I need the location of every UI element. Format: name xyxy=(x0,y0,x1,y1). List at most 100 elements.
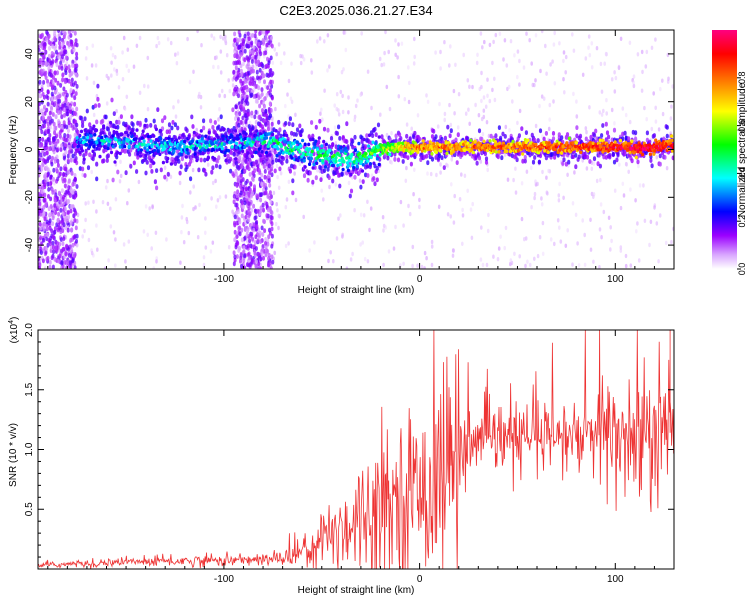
heatmap-speckle xyxy=(333,103,337,108)
heatmap-noise-cell xyxy=(75,51,79,57)
heatmap-ridge-cell xyxy=(324,142,328,147)
heatmap-halo-cell xyxy=(335,131,339,136)
heatmap-noise-cell xyxy=(54,210,58,216)
heatmap-speckle xyxy=(533,82,536,88)
heatmap-speckle xyxy=(604,51,608,57)
heatmap-noise-cell xyxy=(41,124,45,129)
heatmap-speckle xyxy=(485,120,489,125)
heatmap-noise-cell xyxy=(253,114,257,120)
heatmap-speckle xyxy=(334,182,338,187)
heatmap-speckle xyxy=(327,258,330,264)
heatmap-speckle xyxy=(598,110,602,115)
heatmap-halo-cell xyxy=(278,154,282,160)
heatmap-noise-cell xyxy=(46,255,50,261)
heatmap-ridge-cell xyxy=(109,120,113,125)
heatmap-noise-cell xyxy=(44,60,48,66)
heatmap-ridge-cell xyxy=(367,149,371,153)
heatmap-noise-cell xyxy=(246,61,250,67)
heatmap-speckle xyxy=(588,53,592,58)
heatmap-noise-cell xyxy=(251,177,255,183)
heatmap-speckle xyxy=(546,191,549,196)
heatmap-speckle xyxy=(277,213,281,218)
heatmap-ridge-cell xyxy=(378,153,382,157)
heatmap-noise-cell xyxy=(258,265,262,269)
heatmap-noise-cell xyxy=(45,37,49,42)
heatmap-speckle xyxy=(585,166,589,171)
heatmap-speckle xyxy=(217,65,220,70)
heatmap-speckle xyxy=(556,218,560,223)
heatmap-speckle xyxy=(452,88,456,94)
heatmap-ridge-cell xyxy=(370,151,374,155)
heatmap-speckle xyxy=(323,88,326,93)
heatmap-halo-cell xyxy=(607,134,611,140)
heatmap-noise-cell xyxy=(48,110,52,116)
heatmap-speckle xyxy=(284,205,288,210)
heatmap-speckle xyxy=(518,254,521,259)
heatmap-noise-cell xyxy=(269,79,273,85)
heatmap-halo-cell xyxy=(665,125,669,130)
heatmap-halo-cell xyxy=(167,122,172,128)
heatmap-halo-cell xyxy=(237,165,241,171)
heatmap-noise-cell xyxy=(236,241,240,246)
heatmap-speckle xyxy=(169,40,173,46)
heatmap-speckle xyxy=(418,197,421,203)
heatmap-speckle xyxy=(412,192,415,197)
heatmap-speckle xyxy=(479,159,483,164)
heatmap-ridge-cell xyxy=(267,132,271,136)
heatmap-noise-cell xyxy=(51,190,55,195)
heatmap-noise-cell xyxy=(75,42,79,48)
heatmap-noise-cell xyxy=(69,208,73,214)
heatmap-halo-cell xyxy=(483,151,487,157)
heatmap-halo-cell xyxy=(538,128,543,134)
heatmap-noise-cell xyxy=(235,113,239,118)
heatmap-speckle xyxy=(516,120,519,126)
heatmap-speckle xyxy=(503,38,507,43)
heatmap-speckle xyxy=(448,63,451,68)
heatmap-speckle xyxy=(619,205,623,211)
heatmap-noise-cell xyxy=(247,36,251,42)
heatmap-speckle xyxy=(378,56,382,62)
heatmap-halo-cell xyxy=(578,133,583,139)
heatmap-halo-cell xyxy=(448,133,452,139)
heatmap-noise-cell xyxy=(264,241,267,246)
heatmap-ridge-cell xyxy=(327,156,331,161)
heatmap-halo-cell xyxy=(240,169,244,175)
heatmap-speckle xyxy=(387,249,391,254)
heatmap-halo-cell xyxy=(621,131,625,137)
heatmap-speckle xyxy=(547,168,550,174)
heatmap-noise-cell xyxy=(41,223,45,229)
heatmap-halo-cell xyxy=(380,134,384,140)
heatmap-noise-cell xyxy=(43,119,47,125)
heatmap-ridge-cell xyxy=(323,156,328,161)
heatmap-speckle xyxy=(114,55,117,60)
heatmap-speckle xyxy=(351,175,354,180)
heatmap-halo-cell xyxy=(108,131,112,137)
heatmap-ridge-cell xyxy=(117,141,121,145)
heatmap-speckle xyxy=(572,91,575,97)
heatmap-speckle xyxy=(293,160,296,165)
heatmap-ridge-cell xyxy=(289,144,293,148)
heatmap-noise-cell xyxy=(55,62,59,68)
heatmap-noise-cell xyxy=(48,225,52,231)
heatmap-ridge-cell xyxy=(308,147,312,151)
heatmap-speckle xyxy=(181,203,184,209)
heatmap-ridge-cell xyxy=(264,136,269,140)
heatmap-halo-cell xyxy=(211,165,215,171)
heatmap-speckle xyxy=(461,207,464,213)
heatmap-speckle xyxy=(217,117,220,122)
heatmap-noise-cell xyxy=(68,68,72,74)
heatmap-halo-cell xyxy=(75,122,79,128)
heatmap-halo-cell xyxy=(616,152,620,158)
heatmap-ridge-cell xyxy=(376,145,380,150)
heatmap-noise-cell xyxy=(269,107,273,113)
heatmap-speckle xyxy=(275,202,279,207)
heatmap-speckle xyxy=(514,166,517,171)
heatmap-halo-cell xyxy=(231,171,235,177)
heatmap-speckle xyxy=(437,204,441,209)
heatmap-noise-cell xyxy=(57,203,60,209)
heatmap-noise-cell xyxy=(254,119,258,125)
heatmap-ridge-cell xyxy=(388,152,392,157)
heatmap-noise-cell xyxy=(241,200,244,206)
heatmap-halo-cell xyxy=(418,136,422,142)
